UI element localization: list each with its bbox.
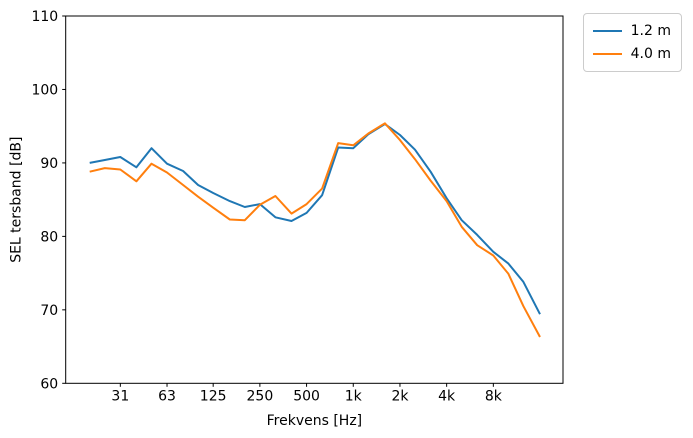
x-tick-label: 8k xyxy=(485,388,503,404)
series-line-4-0-m xyxy=(89,122,541,338)
x-tick-label: 250 xyxy=(247,388,274,404)
x-tick-label: 1k xyxy=(345,388,363,404)
x-tick-label: 31 xyxy=(111,388,129,404)
x-axis-label: Frekvens [Hz] xyxy=(267,413,363,429)
legend-label: 1.2 m xyxy=(630,23,671,39)
x-tick-label: 4k xyxy=(438,388,456,404)
legend-item: 1.2 m xyxy=(592,23,671,39)
y-axis-label: SEL tersband [dB] xyxy=(9,137,25,263)
y-tick-label: 60 xyxy=(40,376,58,392)
y-tick-label: 100 xyxy=(31,82,58,98)
legend-item: 4.0 m xyxy=(592,46,671,62)
x-tick-label: 125 xyxy=(200,388,227,404)
plot-frame xyxy=(65,15,564,384)
y-tick-label: 90 xyxy=(40,156,58,172)
legend: 1.2 m 4.0 m xyxy=(582,13,682,72)
y-tick-label: 80 xyxy=(40,229,58,245)
series-line-1-2-m xyxy=(89,123,541,315)
legend-line-swatch xyxy=(592,30,622,32)
y-tick-label: 70 xyxy=(40,303,58,319)
y-tick-label: 110 xyxy=(31,9,58,25)
x-tick-label: 63 xyxy=(158,388,176,404)
legend-label: 4.0 m xyxy=(630,46,671,62)
x-tick-label: 500 xyxy=(293,388,320,404)
x-tick-label: 2k xyxy=(391,388,409,404)
legend-line-swatch xyxy=(592,53,622,55)
